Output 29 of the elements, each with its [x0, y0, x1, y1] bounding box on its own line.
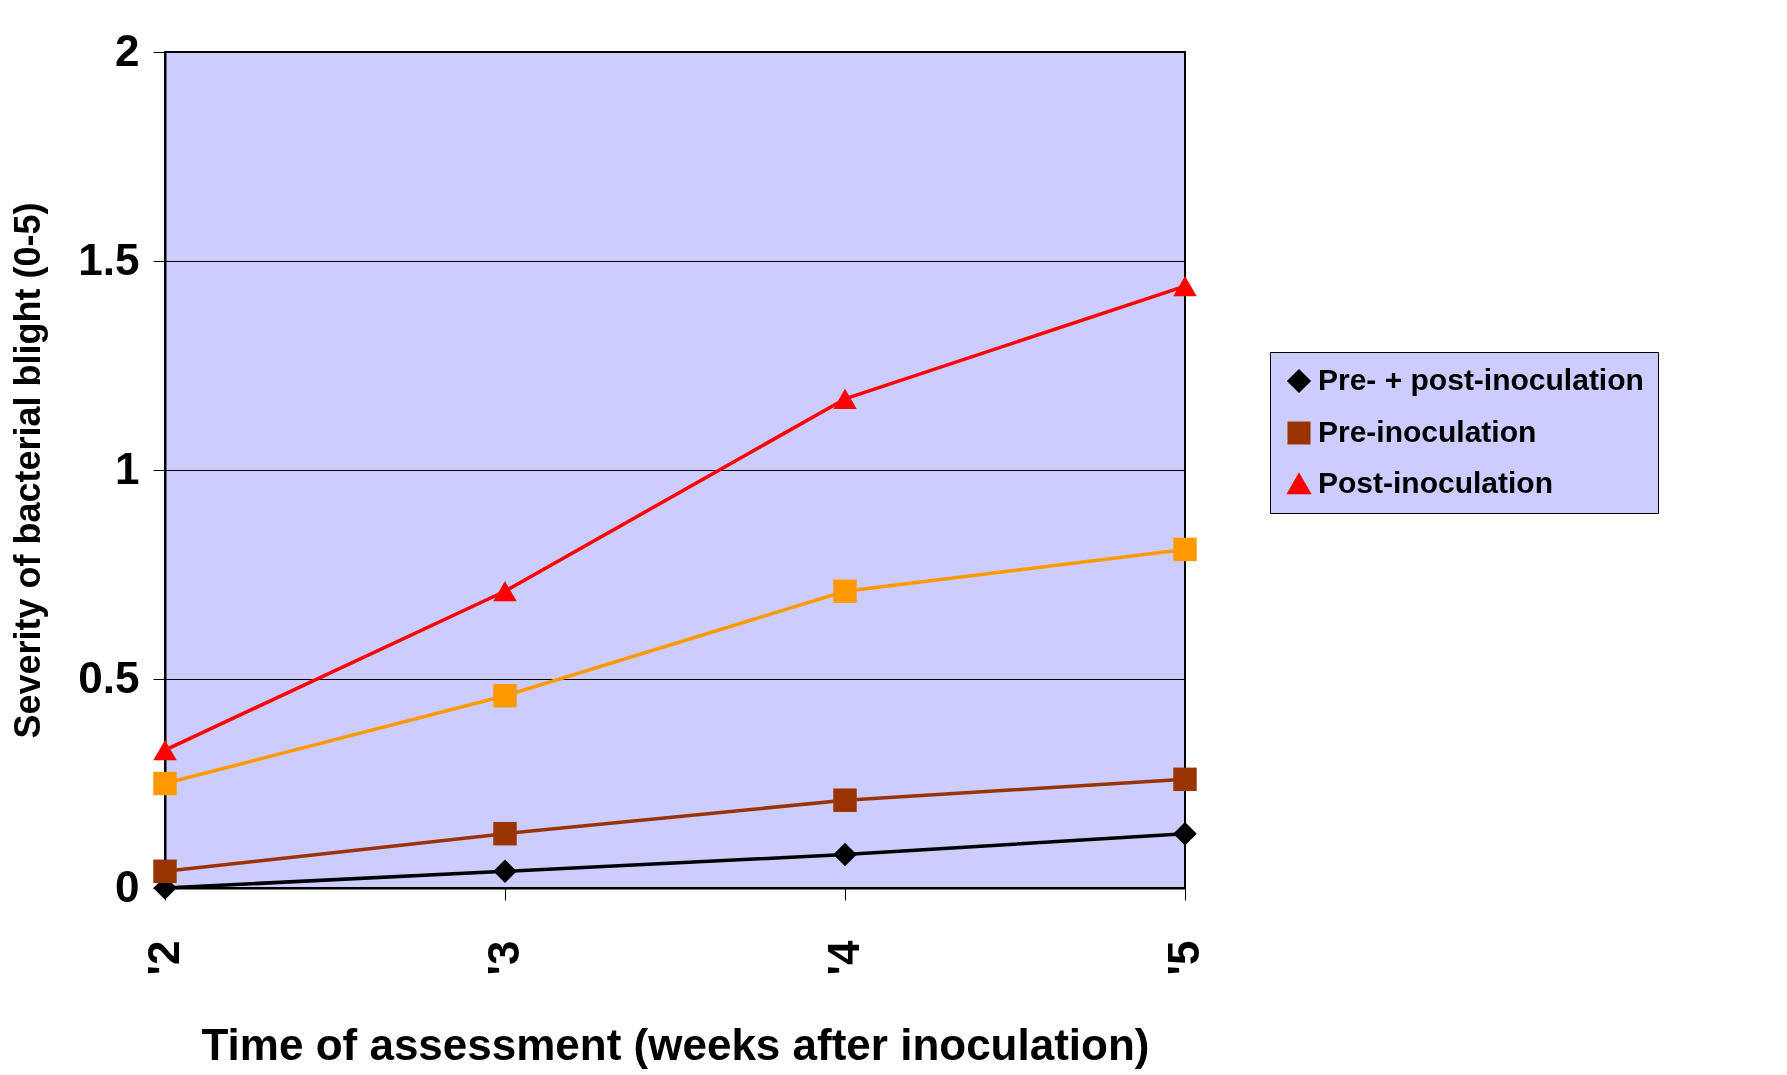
point [1173, 767, 1197, 792]
point [1173, 537, 1197, 562]
x-tick-label: '2 [138, 940, 188, 976]
point [493, 581, 517, 602]
point [153, 739, 177, 761]
point [1173, 275, 1197, 297]
point [153, 771, 177, 796]
legend-label: Pre-inoculation [1318, 415, 1537, 448]
x-tick-label: '4 [818, 939, 868, 976]
legend-label: Post-inoculation [1318, 466, 1553, 499]
y-tick-label: 1.5 [78, 234, 140, 284]
x-tick-label: '3 [478, 940, 528, 976]
y-tick-label: 0 [115, 861, 140, 911]
point [833, 788, 857, 812]
legend-label: Pre- + post-inoculation [1318, 363, 1644, 396]
point [833, 842, 857, 867]
y-tick-label: 0.5 [78, 652, 140, 702]
point [153, 859, 177, 884]
y-tick-label: 1 [115, 443, 140, 493]
point [493, 683, 517, 708]
x-axis-title: Time of assessment (weeks after inoculation) [201, 1020, 1150, 1070]
point [1173, 821, 1197, 846]
y-axis-title: Severity of bacterial blight (0-5) [7, 202, 49, 739]
point [493, 859, 517, 884]
point [833, 388, 857, 410]
point [493, 821, 517, 846]
y-tick-label: 2 [115, 25, 140, 75]
x-tick-label: '5 [1158, 940, 1208, 976]
point [833, 579, 857, 603]
